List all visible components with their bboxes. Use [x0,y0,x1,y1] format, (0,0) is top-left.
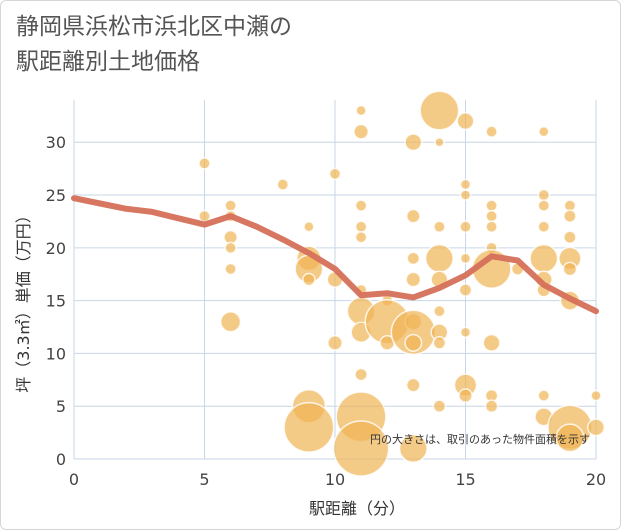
bubble-72 [537,220,551,233]
bubble-42 [434,137,445,148]
bubble-51 [459,178,472,191]
bubble-59 [485,125,498,138]
y-tick-labels: 0 5 10 15 20 25 30 [46,133,66,469]
bubble-39 [405,377,421,393]
bubble-14 [283,401,335,453]
bubble-76 [537,389,551,402]
bubble-15 [328,167,342,181]
bubble-46 [433,304,446,318]
bubble-0 [198,157,211,170]
bubble-43 [433,220,446,233]
x-tick-label-4: 20 [586,470,606,489]
bubble-82 [562,261,578,277]
bubble-19 [353,123,370,140]
y-axis-label: 坪（3.3㎡）単価（万円） [14,207,33,392]
bubble-41 [419,90,460,131]
bubble-26 [354,367,368,382]
bubble-2 [224,199,237,212]
x-tick-label-2: 10 [325,470,345,489]
bubble-69 [538,125,550,138]
bubble-54 [459,252,472,265]
chart-title-line-1: 静岡県浜松市浜北区中瀬の [16,14,292,40]
bubble-1 [198,209,211,223]
chart-title: 静岡県浜松市浜北区中瀬の 駅距離別土地価格 [16,10,292,80]
bubble-17 [327,334,343,351]
bubble-87 [587,418,605,437]
bubble-38 [404,333,423,352]
chart-title-line-2: 駅距離別土地価格 [16,49,200,75]
bubble-53 [459,220,472,233]
bubble-62 [485,220,498,233]
bubble-60 [485,199,498,212]
bubble-71 [537,199,551,212]
bubble-52 [459,189,472,201]
bubble-18 [355,104,367,117]
bubble-22 [354,231,368,244]
bubble-80 [563,230,577,245]
x-tick-label-1: 5 [199,470,209,489]
y-tick-label-0: 0 [56,450,66,469]
bubble-8 [276,178,290,191]
size-note: 円の大きさは、取引のあった物件面積を示す [370,432,590,446]
bubble-50 [456,112,475,131]
bubble-67 [484,399,499,414]
trend-line [71,195,599,315]
bubble-61 [485,209,498,223]
bubble-35 [405,271,422,288]
y-tick-label-5: 25 [46,186,66,205]
bubble-9 [303,221,315,233]
bubble-7 [219,311,242,333]
bubble-58 [458,388,473,403]
bubble-12 [302,272,316,287]
bubble-layer [198,90,605,477]
y-tick-label-1: 5 [56,397,66,416]
bubble-65 [482,333,501,352]
x-tick-labels: 0 5 10 15 20 [69,470,606,489]
bubble-49 [432,399,447,414]
bubble-73 [529,243,559,273]
bubble-44 [424,243,454,273]
bubble-70 [537,188,551,202]
bubble-32 [404,133,423,152]
x-axis-label: 駅距離（分） [309,499,405,518]
bubble-6 [224,262,237,276]
bubble-55 [458,283,473,297]
bubble-28 [332,420,390,477]
y-tick-label-6: 30 [46,133,66,152]
bubble-86 [590,389,602,402]
bubble-33 [405,208,421,224]
y-tick-label-4: 20 [46,239,66,258]
x-tick-label-3: 15 [455,470,475,489]
bubble-21 [354,220,368,233]
bubble-5 [224,241,237,255]
x-tick-label-0: 0 [69,470,79,489]
bubble-85 [555,423,585,453]
bubble-56 [459,326,472,338]
bubble-20 [354,199,368,212]
y-tick-label-2: 10 [46,344,66,363]
bubble-34 [406,251,421,266]
bubble-40 [398,433,428,463]
bubble-79 [563,209,577,223]
bubble-48 [432,336,447,350]
y-tick-label-3: 15 [46,292,66,311]
